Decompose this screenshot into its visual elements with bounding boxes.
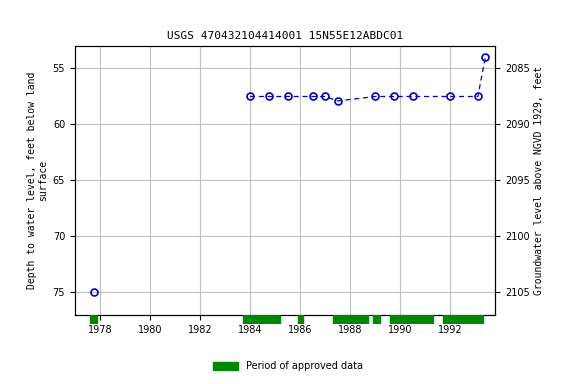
Bar (373, 315, 380, 324)
Bar (390, 315, 433, 324)
Bar (443, 315, 483, 324)
Legend: Period of approved data: Period of approved data (210, 358, 366, 375)
Y-axis label: Depth to water level, feet below land
surface: Depth to water level, feet below land su… (27, 72, 48, 289)
Title: USGS 470432104414001 15N55E12ABDC01: USGS 470432104414001 15N55E12ABDC01 (167, 31, 403, 41)
Y-axis label: Groundwater level above NGVD 1929, feet: Groundwater level above NGVD 1929, feet (534, 66, 544, 295)
Bar (90, 315, 97, 324)
Bar (242, 315, 280, 324)
Bar (333, 315, 367, 324)
Bar (298, 315, 302, 324)
